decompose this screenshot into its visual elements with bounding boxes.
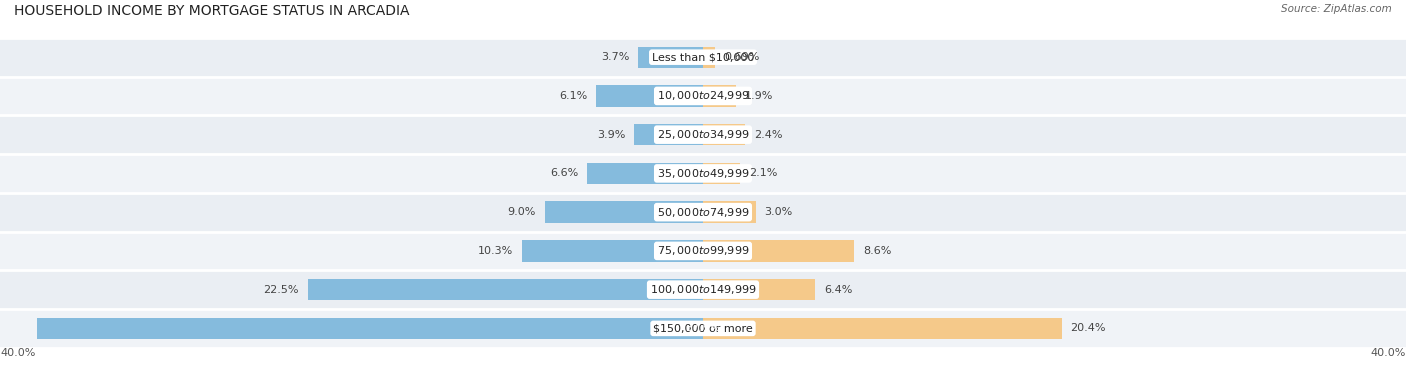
Bar	[0, 154, 1406, 193]
Bar	[703, 201, 756, 223]
Text: 10.3%: 10.3%	[478, 246, 513, 256]
Text: 6.1%: 6.1%	[558, 91, 588, 101]
Text: 3.9%: 3.9%	[598, 130, 626, 139]
Text: 3.0%: 3.0%	[765, 207, 793, 217]
Text: $10,000 to $24,999: $10,000 to $24,999	[657, 90, 749, 102]
Bar	[703, 46, 716, 68]
Text: 37.9%: 37.9%	[686, 324, 721, 333]
Text: 40.0%: 40.0%	[0, 348, 35, 358]
Text: 3.7%: 3.7%	[600, 52, 630, 62]
Text: 1.9%: 1.9%	[745, 91, 773, 101]
Text: $50,000 to $74,999: $50,000 to $74,999	[657, 206, 749, 218]
Text: 2.1%: 2.1%	[749, 169, 778, 178]
Bar	[37, 318, 703, 339]
Text: 9.0%: 9.0%	[508, 207, 536, 217]
Text: 22.5%: 22.5%	[263, 285, 299, 294]
Text: 6.4%: 6.4%	[824, 285, 852, 294]
Bar	[703, 163, 740, 184]
Text: 6.6%: 6.6%	[550, 169, 578, 178]
Bar	[703, 318, 1062, 339]
Bar	[634, 124, 703, 145]
Bar	[0, 231, 1406, 270]
Bar	[522, 240, 703, 262]
Bar	[596, 85, 703, 107]
Bar	[0, 309, 1406, 348]
Text: 8.6%: 8.6%	[863, 246, 891, 256]
Bar	[0, 193, 1406, 231]
Text: 20.4%: 20.4%	[1070, 324, 1105, 333]
Bar	[703, 124, 745, 145]
Bar	[703, 85, 737, 107]
Text: $150,000 or more: $150,000 or more	[654, 324, 752, 333]
Bar	[0, 115, 1406, 154]
Text: 40.0%: 40.0%	[1371, 348, 1406, 358]
Bar	[588, 163, 703, 184]
Text: 2.4%: 2.4%	[754, 130, 783, 139]
Text: $35,000 to $49,999: $35,000 to $49,999	[657, 167, 749, 180]
Text: 0.69%: 0.69%	[724, 52, 759, 62]
Bar	[638, 46, 703, 68]
Text: HOUSEHOLD INCOME BY MORTGAGE STATUS IN ARCADIA: HOUSEHOLD INCOME BY MORTGAGE STATUS IN A…	[14, 4, 409, 18]
Text: $100,000 to $149,999: $100,000 to $149,999	[650, 283, 756, 296]
Bar	[0, 38, 1406, 77]
Bar	[308, 279, 703, 300]
Bar	[546, 201, 703, 223]
Text: Source: ZipAtlas.com: Source: ZipAtlas.com	[1281, 4, 1392, 14]
Text: Less than $10,000: Less than $10,000	[652, 52, 754, 62]
Bar	[703, 240, 855, 262]
Bar	[703, 279, 815, 300]
Bar	[0, 77, 1406, 115]
Text: $75,000 to $99,999: $75,000 to $99,999	[657, 245, 749, 257]
Bar	[0, 270, 1406, 309]
Text: $25,000 to $34,999: $25,000 to $34,999	[657, 128, 749, 141]
